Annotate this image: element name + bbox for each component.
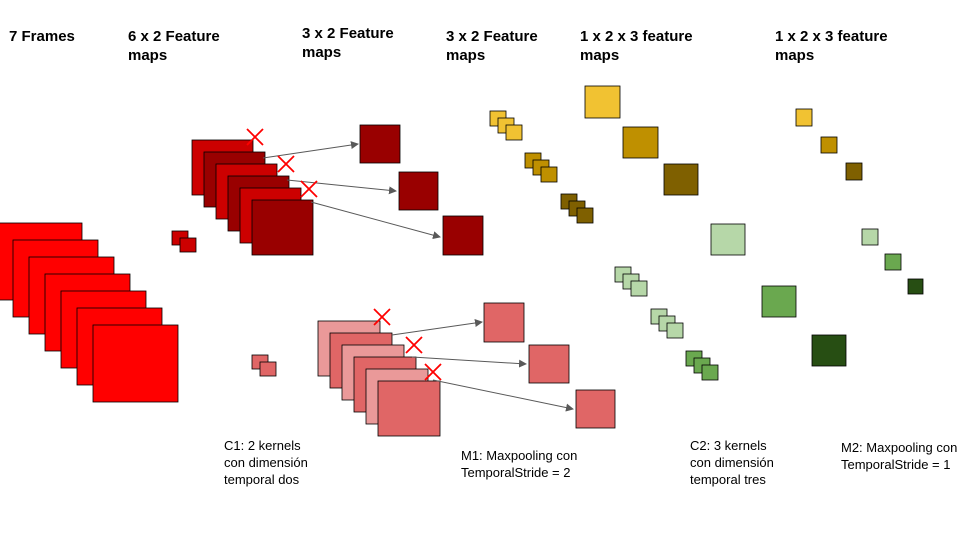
c2-feature-map <box>811 334 847 367</box>
arrow-icon <box>432 379 574 412</box>
c1-feature-map-bottom <box>377 380 441 437</box>
m2-feature-map <box>861 228 879 246</box>
c1-feature-map-top <box>251 199 314 256</box>
cross-mark-icon <box>405 336 423 354</box>
c2-feature-map <box>584 85 621 119</box>
input-frame <box>92 324 179 403</box>
header-7-frames: 7 Frames <box>9 28 75 45</box>
arrow-icon <box>310 201 441 240</box>
m1-feature-map-bottom <box>575 389 616 429</box>
kernel-c2 <box>701 364 719 381</box>
m1-feature-map-bottom <box>528 344 570 384</box>
kernel-c1-top <box>179 237 197 253</box>
c2-feature-map <box>761 285 797 318</box>
header-m2-maps: 1 x 2 x 3 feature maps <box>775 28 888 64</box>
header-c1-maps: 6 x 2 Feature maps <box>128 28 220 64</box>
m2-feature-map <box>795 108 813 127</box>
m1-feature-map-bottom <box>483 302 525 343</box>
kernel-c2 <box>576 207 594 224</box>
caption-c1: C1: 2 kernels con dimensión temporal dos <box>224 438 308 487</box>
kernel-c2 <box>666 322 684 339</box>
kernel-c1-bottom <box>259 361 277 377</box>
m1-feature-map-top <box>442 215 484 256</box>
c2-feature-map <box>710 223 746 256</box>
kernel-c2 <box>505 124 523 141</box>
c2-feature-map <box>663 163 699 196</box>
cross-mark-icon <box>373 308 391 326</box>
arrow-icon <box>391 319 483 336</box>
arrow-icon <box>286 179 397 195</box>
cross-mark-icon <box>424 363 442 381</box>
arrow-icon <box>262 141 359 159</box>
cross-mark-icon <box>277 155 295 173</box>
caption-c2: C2: 3 kernels con dimensión temporal tre… <box>690 438 774 487</box>
kernel-c2 <box>630 280 648 297</box>
m2-feature-map <box>820 136 838 154</box>
header-m1-maps: 3 x 2 Feature maps <box>302 25 394 61</box>
m2-feature-map <box>907 278 924 295</box>
caption-m2: M2: Maxpooling con TemporalStride = 1 <box>841 440 958 472</box>
c2-feature-map <box>622 126 659 159</box>
kernel-c2 <box>540 166 558 183</box>
header-c2-input-maps: 3 x 2 Feature maps <box>446 28 538 64</box>
header-c2-maps: 1 x 2 x 3 feature maps <box>580 28 693 64</box>
m1-feature-map-top <box>398 171 439 211</box>
m2-feature-map <box>845 162 863 181</box>
cross-mark-icon <box>300 180 318 198</box>
arrow-icon <box>411 356 527 368</box>
caption-m1: M1: Maxpooling con TemporalStride = 2 <box>461 448 578 480</box>
m1-feature-map-top <box>359 124 401 164</box>
cross-mark-icon <box>246 128 264 146</box>
m2-feature-map <box>884 253 902 271</box>
